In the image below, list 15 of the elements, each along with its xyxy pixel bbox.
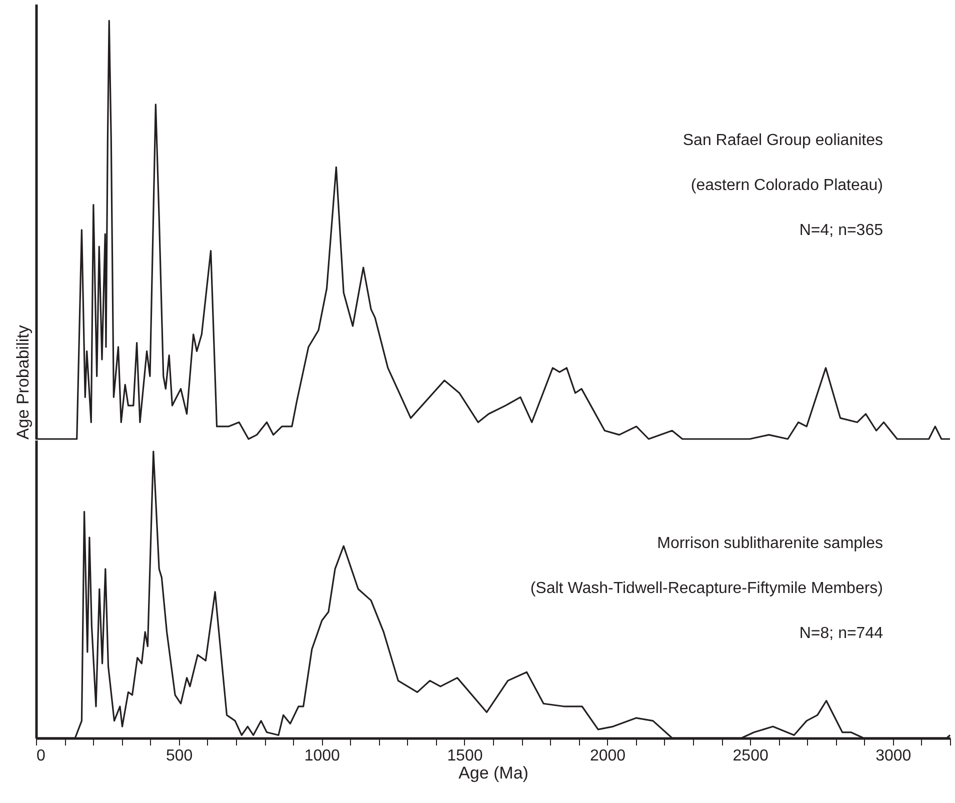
x-axis-title: Age (Ma): [458, 764, 528, 782]
annotation: N=4; n=365: [799, 222, 884, 239]
x-tick-label: 500: [166, 748, 193, 764]
x-tick-label: 3000: [876, 748, 912, 764]
x-tick-label: 0: [36, 748, 46, 764]
x-tick-label: 2000: [590, 748, 626, 764]
y-axis-title: Age Probability: [14, 324, 32, 440]
x-tick-label: 1000: [304, 748, 340, 764]
annotation: (Salt Wash-Tidwell-Recapture-Fiftymile Members): [530, 580, 883, 597]
x-tick-label: 2500: [732, 748, 768, 764]
annotation: Morrison sublitharenite samples: [657, 535, 883, 552]
annotation: San Rafael Group eolianites: [682, 132, 883, 149]
annotation: N=8; n=744: [799, 625, 884, 642]
x-tick-label: 1500: [447, 748, 483, 764]
annotation: (eastern Colorado Plateau): [690, 177, 883, 194]
